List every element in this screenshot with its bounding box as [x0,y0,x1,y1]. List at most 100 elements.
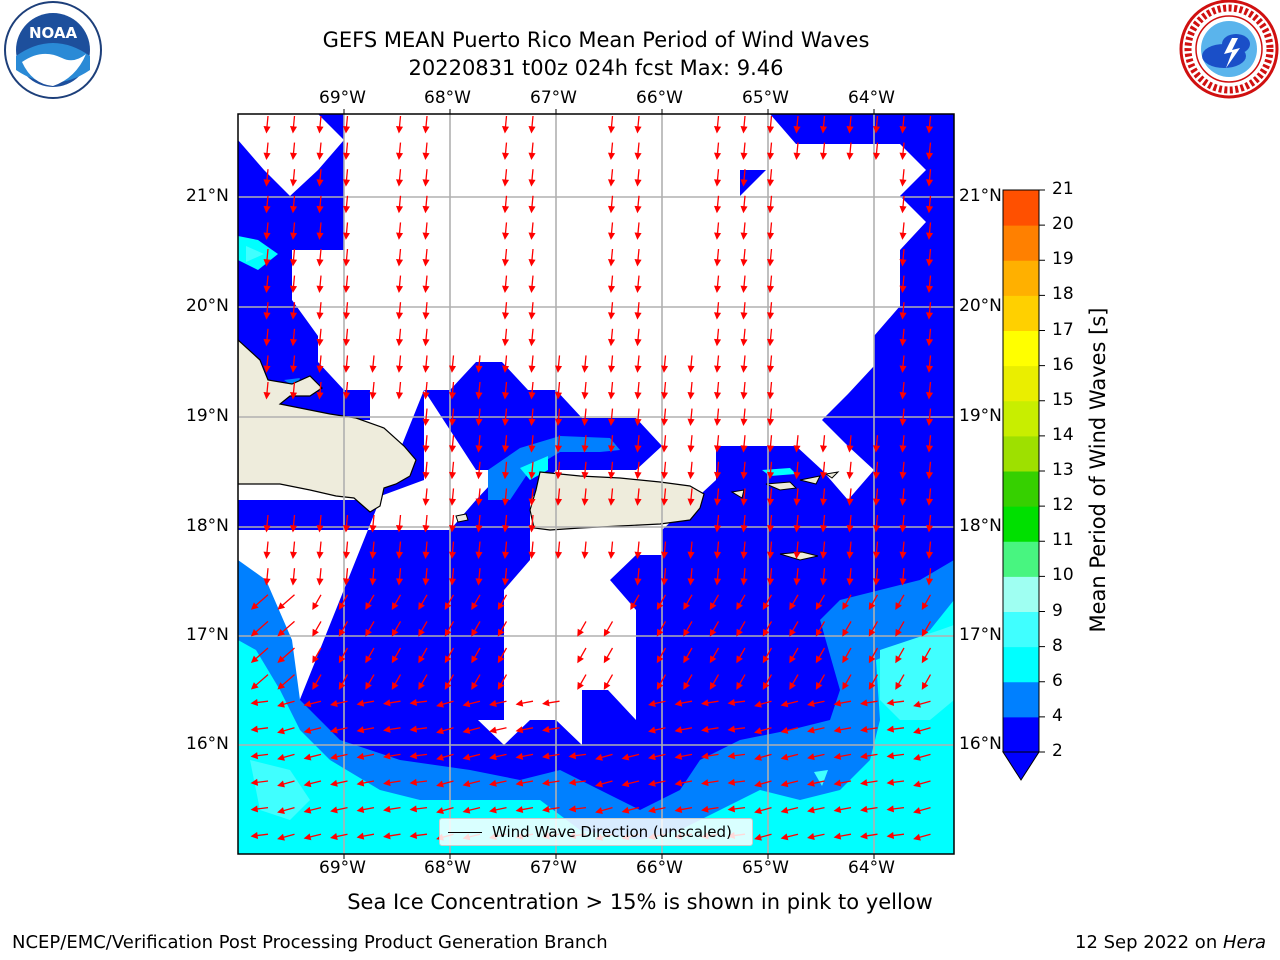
wind-wave-arrow [581,355,589,373]
colorbar-segment [1003,365,1039,402]
wind-wave-arrow [383,779,401,787]
wind-wave-arrow [925,355,934,373]
wind-wave-arrow [807,833,825,840]
wind-wave-arrow [448,541,457,560]
wind-wave-arrow [660,568,669,586]
wind-wave-arrow [899,514,907,533]
wind-wave-arrow [501,169,510,187]
wind-wave-arrow [740,541,748,560]
wind-wave-arrow [603,647,614,664]
wind-wave-arrow [868,594,879,611]
wind-wave-arrow [383,805,401,813]
lon-label-top: 68°W [424,88,471,108]
colorbar-tick-label: 13 [1052,460,1074,480]
wind-wave-arrow [872,115,881,134]
wind-wave-arrow [736,594,746,611]
lon-label-top: 67°W [530,88,577,108]
wind-wave-arrow [740,115,748,134]
wind-wave-arrow [528,195,536,214]
wind-wave-arrow [462,726,481,734]
wind-wave-arrow [316,195,324,214]
wind-wave-arrow [648,806,666,814]
wind-wave-arrow [674,726,693,734]
wind-wave-arrow [860,752,878,760]
wind-wave-arrow [819,568,828,586]
wind-wave-arrow [462,806,481,814]
wind-wave-arrow [621,753,640,761]
wind-wave-arrow [846,514,854,533]
wind-wave-arrow [501,115,510,134]
wind-wave-arrow [833,699,852,707]
wind-wave-arrow [634,169,642,187]
wind-wave-arrow [925,302,934,320]
wind-wave-arrow [395,541,404,560]
map-legend: Wind Wave Direction (unscaled) [439,818,753,846]
wind-wave-arrow [528,488,536,506]
wind-wave-arrow [515,806,534,814]
wind-wave-arrow [868,647,879,664]
colorbar-segment [1003,611,1039,648]
wind-wave-arrow [528,355,536,373]
wind-wave-arrow [409,698,428,707]
wind-wave-arrow [687,435,695,453]
wind-wave-arrow [899,381,907,400]
wind-wave-arrow [842,594,852,611]
wind-wave-arrow [766,541,775,560]
wind-wave-arrow [701,725,719,733]
wind-wave-arrow [872,142,881,161]
colorbar-segment [1003,576,1039,612]
wind-wave-arrow [899,328,907,347]
wind-wave-arrow [409,778,428,786]
wind-wave-arrow [422,355,430,373]
wind-wave-arrow [436,753,454,761]
wind-wave-arrow [263,514,271,533]
wind-wave-arrow [780,726,799,734]
wind-wave-arrow [621,780,640,788]
wind-wave-arrow [444,594,455,611]
wind-wave-arrow [528,142,536,161]
wind-wave-arrow [369,514,377,533]
wind-wave-arrow [342,142,351,161]
colorbar-tick-label: 6 [1052,670,1063,691]
wind-wave-arrow [815,594,826,611]
wind-wave-arrow [607,275,616,294]
wind-wave-arrow [819,435,828,453]
wind-wave-arrow [277,753,295,761]
wind-wave-arrow [860,725,878,733]
legend-line-swatch [448,831,482,833]
wind-wave-arrow [780,700,799,708]
wind-wave-arrow [475,408,483,427]
colorbar-tick-label: 20 [1052,214,1074,235]
wind-wave-arrow [448,355,457,373]
wind-wave-arrow [501,568,510,586]
wind-wave-arrow [568,752,587,760]
colorbar-extend-arrow [1002,751,1040,781]
wind-wave-arrow [263,222,271,240]
wind-wave-arrow [925,115,934,134]
wind-wave-arrow [501,355,510,373]
wind-wave-arrow [542,779,560,787]
wind-wave-arrow [766,355,775,373]
wind-wave-arrow [740,461,748,480]
wind-wave-arrow [833,779,852,787]
wind-wave-arrow [316,355,324,373]
wind-wave-arrow [595,753,613,761]
wind-wave-arrow [263,142,271,161]
wind-wave-arrow [766,435,775,453]
wind-wave-arrow [740,488,748,506]
wind-wave-arrow [409,831,428,840]
wind-wave-arrow [634,488,642,506]
wind-wave-arrow [422,381,430,400]
colorbar-segment [1003,506,1039,542]
wave-period-lightblue-region [238,560,954,854]
wind-wave-arrow [872,488,881,506]
wind-wave-arrow [365,594,375,611]
wind-wave-arrow [713,435,722,453]
wind-wave-arrow [766,195,775,214]
wind-wave-arrow [475,461,483,480]
wind-wave-arrow [342,248,351,267]
wind-wave-arrow [277,833,295,841]
nws-logo [1178,0,1280,102]
wind-wave-arrow [925,222,934,240]
wind-wave-arrow [727,752,746,760]
